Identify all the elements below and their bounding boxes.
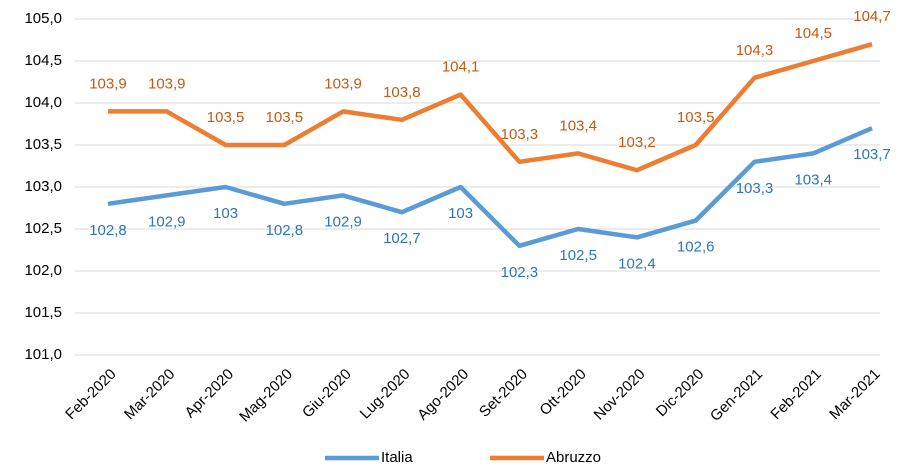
x-tick-label: Mar-2021 — [826, 366, 883, 423]
data-label: 102,6 — [677, 239, 715, 256]
y-tick-label: 102,0 — [24, 262, 62, 279]
data-label: 103,3 — [501, 126, 539, 143]
data-label: 102,7 — [383, 230, 421, 247]
data-label: 103,5 — [207, 109, 245, 126]
x-tick-label: Gen-2021 — [707, 366, 766, 425]
x-tick-label: Feb-2021 — [767, 366, 824, 423]
y-tick-label: 105,0 — [24, 10, 62, 27]
data-label: 103,9 — [148, 75, 186, 92]
data-label: 103 — [448, 205, 473, 222]
data-label: 103,4 — [559, 117, 597, 134]
x-tick-label: Lug-2020 — [357, 366, 414, 423]
data-label: 103 — [213, 205, 238, 222]
x-tick-label: Nov-2020 — [591, 366, 649, 424]
data-label: 104,3 — [736, 42, 774, 59]
x-tick-label: Set-2020 — [476, 366, 531, 421]
x-tick-label: Giu-2020 — [299, 366, 355, 422]
y-tick-label: 103,0 — [24, 178, 62, 195]
data-label: 103,9 — [324, 75, 362, 92]
y-tick-label: 104,5 — [24, 52, 62, 69]
data-label: 103,3 — [736, 180, 774, 197]
data-label: 103,4 — [794, 171, 832, 188]
data-label: 103,5 — [677, 109, 715, 126]
y-tick-label: 103,5 — [24, 136, 62, 153]
data-label: 102,3 — [501, 264, 539, 281]
x-tick-label: Ago-2020 — [414, 366, 472, 424]
data-label: 102,8 — [89, 222, 127, 239]
y-tick-label: 101,0 — [24, 346, 62, 363]
legend-label: Abruzzo — [546, 449, 601, 466]
x-tick-label: Dic-2020 — [653, 366, 707, 420]
legend-label: Italia — [381, 449, 413, 466]
data-label: 104,7 — [853, 8, 891, 25]
x-tick-label: Feb-2020 — [62, 366, 119, 423]
data-label: 102,4 — [618, 255, 656, 272]
x-tick-label: Ott-2020 — [536, 366, 589, 419]
x-tick-label: Apr-2020 — [182, 366, 238, 422]
data-label: 103,5 — [266, 109, 304, 126]
y-tick-label: 102,5 — [24, 220, 62, 237]
data-label: 104,5 — [794, 25, 832, 42]
data-label: 104,1 — [442, 59, 480, 76]
x-tick-label: Mag-2020 — [236, 366, 296, 426]
x-tick-label: Mar-2020 — [121, 366, 178, 423]
data-label: 103,7 — [853, 146, 891, 163]
data-label: 103,8 — [383, 84, 421, 101]
y-tick-label: 101,5 — [24, 304, 62, 321]
data-label: 103,2 — [618, 134, 656, 151]
line-series — [107, 126, 873, 249]
data-label: 102,9 — [148, 213, 186, 230]
data-label: 103,9 — [89, 75, 127, 92]
data-label: 102,5 — [559, 247, 597, 264]
data-label: 102,8 — [266, 222, 304, 239]
y-tick-label: 104,0 — [24, 94, 62, 111]
line-series — [108, 42, 873, 173]
data-label: 102,9 — [324, 213, 362, 230]
